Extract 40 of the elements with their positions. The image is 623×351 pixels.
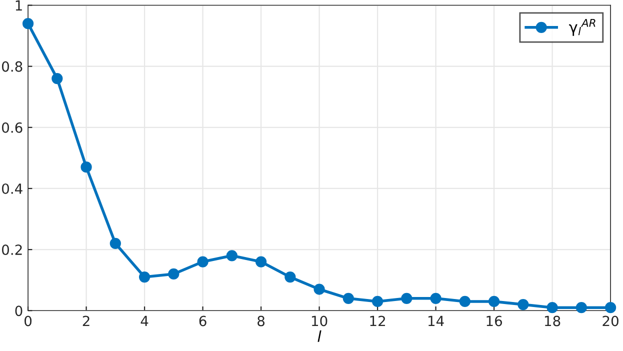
point xyxy=(110,238,121,250)
point xyxy=(314,284,325,295)
y-tick-label: 0.4 xyxy=(2,183,22,194)
point xyxy=(284,271,296,283)
point xyxy=(255,256,267,268)
y-tick-label: 0.2 xyxy=(2,244,22,256)
x-tick-label: 10 xyxy=(312,316,328,326)
x-tick-label: 14 xyxy=(428,316,444,326)
point xyxy=(22,18,34,30)
x-tick-label: 12 xyxy=(370,316,385,326)
x-tick-label: 16 xyxy=(486,316,502,326)
point xyxy=(546,302,558,314)
point xyxy=(576,302,587,314)
x-tick-label: 0 xyxy=(24,316,32,326)
y-tick-label: 0.6 xyxy=(2,122,22,133)
point xyxy=(52,73,63,84)
point xyxy=(488,296,500,308)
point xyxy=(604,302,616,314)
point xyxy=(138,271,150,283)
point xyxy=(197,256,208,268)
point xyxy=(459,296,470,308)
x-tick-label: 2 xyxy=(82,316,90,326)
x-tick-label: 20 xyxy=(602,316,618,326)
x-tick-label: 18 xyxy=(544,316,560,326)
point xyxy=(401,292,412,304)
point xyxy=(80,162,92,173)
point xyxy=(168,268,180,280)
point xyxy=(372,296,384,308)
x-axis-title: l xyxy=(318,330,322,342)
x-tick-label: 8 xyxy=(258,316,265,326)
x-tick-label: 4 xyxy=(140,316,148,326)
y-tick-label: 0 xyxy=(15,306,22,316)
y-tick-label: 0.8 xyxy=(2,61,22,72)
point xyxy=(342,292,354,304)
legend-label: γ$_{l}$$^{AR}$ xyxy=(569,19,596,36)
x-tick-label: 6 xyxy=(199,316,206,326)
point xyxy=(226,250,238,262)
y-tick-label: 1 xyxy=(16,0,22,11)
point xyxy=(518,298,529,310)
point xyxy=(430,292,442,304)
